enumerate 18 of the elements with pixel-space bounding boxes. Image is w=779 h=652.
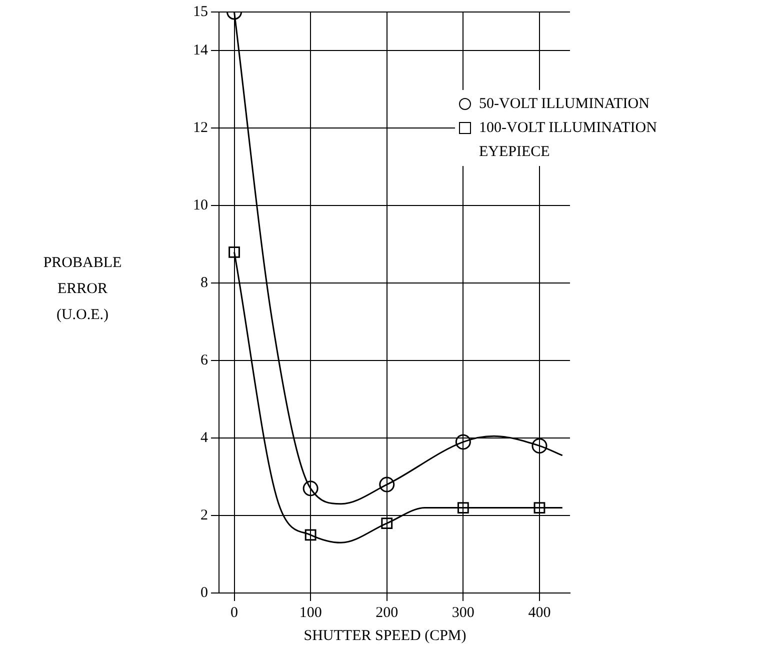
x-tick-label: 400 [528, 604, 551, 621]
x-tick-label: 200 [376, 604, 398, 621]
y-tick-label: 12 [193, 120, 208, 136]
y-axis-title: PROBABLE ERROR (U.O.E.) [42, 254, 123, 325]
y-tick-label: 15 [193, 4, 208, 20]
legend-label: 100-VOLT ILLUMINATION EYEPIECE [479, 119, 658, 162]
y-tick-label: 8 [200, 275, 208, 292]
x-axis-title: SHUTTER SPEED (CPM) [302, 628, 468, 645]
y-tick-label: 4 [200, 430, 208, 446]
y-tick-label: 0 [200, 584, 208, 601]
x-tick-label: 100 [299, 604, 322, 621]
legend-label: 50-VOLT ILLUMINATION [479, 95, 650, 114]
x-tick-label: 0 [230, 604, 238, 621]
y-tick-label: 10 [193, 198, 208, 214]
x-tick-label: 300 [452, 604, 474, 621]
y-tick-label: 6 [200, 352, 208, 369]
y-tick-label: 2 [200, 507, 208, 524]
y-tick-label: 14 [193, 42, 208, 59]
